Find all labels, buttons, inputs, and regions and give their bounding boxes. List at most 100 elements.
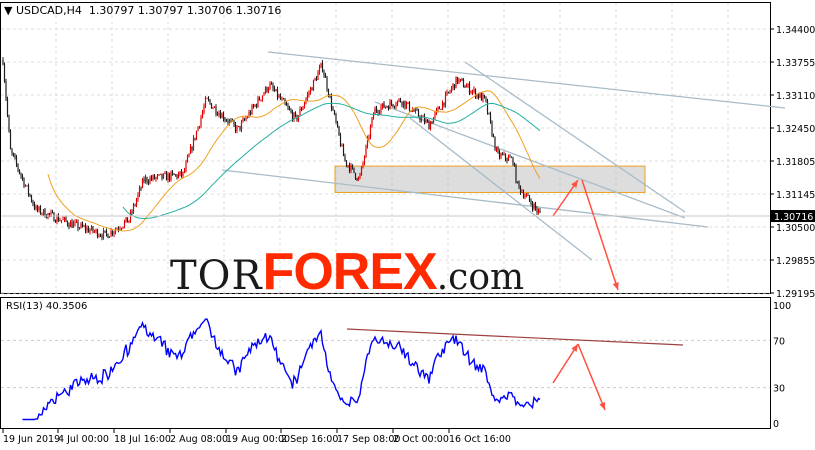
candle-body	[36, 206, 39, 211]
candle-body	[42, 209, 45, 214]
candle-body	[93, 231, 96, 233]
candle-body	[180, 171, 183, 176]
candle-body	[486, 101, 489, 113]
candle-body	[176, 174, 178, 178]
candle-body	[5, 81, 7, 99]
candle-body	[65, 217, 67, 222]
candle-body	[44, 209, 46, 218]
candle-body	[138, 187, 141, 195]
candle-body	[464, 87, 466, 88]
candle-body	[179, 171, 181, 175]
candle-body	[270, 83, 273, 85]
candle-body	[347, 165, 349, 167]
price-tick-label: 1.29855	[776, 256, 815, 267]
candle-body	[3, 64, 6, 82]
moving-average-slow	[122, 102, 541, 219]
logo-part1: TOR	[170, 253, 263, 299]
candle-body	[204, 98, 207, 107]
candle-body	[462, 80, 465, 88]
candle-body	[339, 135, 342, 147]
candle-body	[255, 104, 258, 107]
candle-body	[248, 112, 250, 118]
candle-body	[24, 185, 27, 187]
candle-body	[408, 102, 411, 111]
candle-body	[116, 228, 118, 230]
candle-body	[35, 206, 37, 209]
candle-body	[278, 95, 280, 98]
candle-body	[443, 102, 445, 106]
candle-body	[351, 165, 354, 168]
candle-body	[78, 227, 81, 229]
candle-body	[461, 79, 463, 81]
candle-body	[425, 120, 427, 123]
candle-body	[195, 131, 198, 140]
candle-body	[324, 75, 327, 78]
candle-body	[288, 107, 291, 110]
candle-body	[219, 113, 222, 119]
candle-body	[89, 230, 91, 233]
candle-body	[480, 93, 483, 101]
candle-body	[254, 104, 256, 107]
candle-body	[218, 113, 220, 115]
candle-body	[39, 206, 42, 214]
candle-body	[210, 103, 213, 109]
candle-body	[272, 84, 274, 89]
candle-body	[120, 228, 123, 230]
candle-body	[228, 120, 231, 123]
candle-body	[158, 174, 160, 176]
candle-body	[83, 226, 85, 227]
candle-body	[113, 232, 115, 235]
support-zone	[334, 165, 646, 193]
candle-body	[294, 112, 297, 116]
candle-body	[194, 137, 196, 140]
candle-body	[261, 95, 264, 100]
candle-body	[518, 181, 520, 187]
candle-body	[498, 151, 501, 158]
candle-body	[318, 67, 321, 73]
candle-body	[149, 177, 151, 183]
price-tick-label: 1.32450	[776, 124, 815, 135]
candle-body	[432, 117, 435, 124]
candle-body	[173, 173, 175, 176]
candle-body	[333, 110, 336, 115]
candle-body	[122, 226, 124, 229]
candle-body	[323, 71, 325, 76]
candle-body	[525, 194, 528, 197]
candle-body	[371, 117, 373, 127]
candle-body	[165, 172, 168, 181]
candle-body	[188, 153, 190, 157]
candle-body	[119, 229, 121, 230]
candle-body	[396, 100, 399, 105]
candle-body	[320, 63, 322, 68]
candle-body	[506, 158, 508, 161]
candle-body	[81, 223, 84, 227]
candle-body	[192, 137, 195, 151]
candle-body	[423, 116, 426, 123]
candle-body	[144, 177, 147, 182]
candle-body	[258, 97, 261, 101]
candle-body	[12, 152, 15, 156]
rsi-arrow-up-head	[571, 344, 578, 352]
candle-body	[380, 107, 382, 113]
logo-part3: .com	[436, 257, 525, 298]
candle-body	[264, 87, 267, 94]
candle-body	[428, 121, 430, 130]
candle-body	[168, 173, 171, 180]
candle-body	[170, 172, 172, 180]
candle-body	[200, 117, 202, 127]
candle-body	[257, 97, 259, 107]
candle-body	[209, 100, 211, 104]
candle-body	[492, 135, 495, 137]
candle-body	[23, 178, 25, 187]
candle-body	[114, 229, 117, 233]
candle-body	[60, 220, 63, 221]
candle-body	[473, 89, 475, 91]
candle-body	[519, 186, 522, 193]
candle-body	[96, 229, 99, 237]
price-tick-label: 1.29195	[776, 289, 815, 300]
moving-average-fast	[47, 90, 541, 232]
candle-body	[429, 122, 432, 130]
candle-body	[74, 221, 76, 224]
candle-body	[126, 217, 129, 223]
